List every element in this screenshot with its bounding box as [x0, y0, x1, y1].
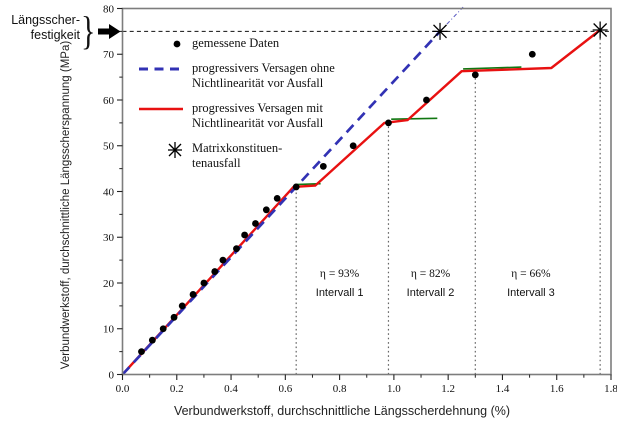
legend-item: Matrixkonstituen- tenausfall — [136, 141, 335, 171]
svg-text:1.6: 1.6 — [550, 383, 564, 395]
svg-text:0: 0 — [109, 369, 115, 381]
eta-value: η = 93% — [319, 267, 360, 280]
svg-text:20: 20 — [103, 278, 115, 290]
asterisk-icon — [136, 141, 184, 160]
interval-annotation: η = 93% Intervall 1 — [316, 268, 364, 299]
svg-text:70: 70 — [103, 49, 115, 61]
legend-item-label: Matrixkonstituen- tenausfall — [192, 141, 283, 170]
svg-text:1.2: 1.2 — [441, 383, 455, 395]
svg-text:1.0: 1.0 — [387, 383, 401, 395]
strength-arrow-icon — [98, 24, 121, 39]
svg-text:0.6: 0.6 — [278, 383, 292, 395]
interval-label: Intervall 2 — [406, 286, 455, 299]
brace-glyph: } — [81, 8, 96, 53]
svg-text:0.0: 0.0 — [116, 383, 130, 395]
svg-text:0.8: 0.8 — [333, 383, 347, 395]
legend-item: progressivers Versagen ohne Nichtlineari… — [136, 61, 335, 91]
red-solid-line-icon — [136, 101, 184, 116]
blue-dashed-line-icon — [136, 61, 184, 76]
measured-data-dot-icon — [136, 36, 184, 51]
interval-annotation: η = 66% Intervall 3 — [507, 268, 555, 299]
svg-text:1.4: 1.4 — [496, 383, 510, 395]
legend: gemessene Daten progressivers Versagen o… — [136, 36, 335, 181]
legend-item-label: progressives Versagen mit Nichtlinearitä… — [192, 101, 324, 130]
svg-text:60: 60 — [103, 95, 115, 107]
legend-item-label: gemessene Daten — [192, 36, 280, 50]
x-axis-title: Verbundwerkstoff, durchschnittliche Läng… — [173, 404, 511, 418]
svg-text:80: 80 — [103, 3, 115, 15]
eta-value: η = 82% — [410, 267, 451, 280]
interval-label: Intervall 3 — [507, 286, 555, 299]
legend-item-label: progressivers Versagen ohne Nichtlineari… — [192, 61, 335, 90]
svg-text:50: 50 — [103, 141, 115, 153]
svg-text:30: 30 — [103, 232, 115, 244]
svg-text:1.8: 1.8 — [604, 383, 617, 395]
interval-annotation: η = 82% Intervall 2 — [407, 268, 455, 299]
legend-item: progressives Versagen mit Nichtlinearitä… — [136, 101, 335, 131]
svg-text:0.4: 0.4 — [224, 383, 238, 395]
svg-text:0.2: 0.2 — [170, 383, 184, 395]
svg-text:10: 10 — [103, 324, 115, 336]
legend-item: gemessene Daten — [136, 36, 335, 51]
svg-text:40: 40 — [103, 186, 115, 198]
eta-value: η = 66% — [511, 267, 551, 280]
interval-label: Intervall 1 — [315, 286, 364, 299]
strength-label: Längsscher- festigkeit — [11, 13, 80, 42]
y-axis-title: Verbundwerkstoff, durchschnittliche Läng… — [60, 40, 72, 370]
